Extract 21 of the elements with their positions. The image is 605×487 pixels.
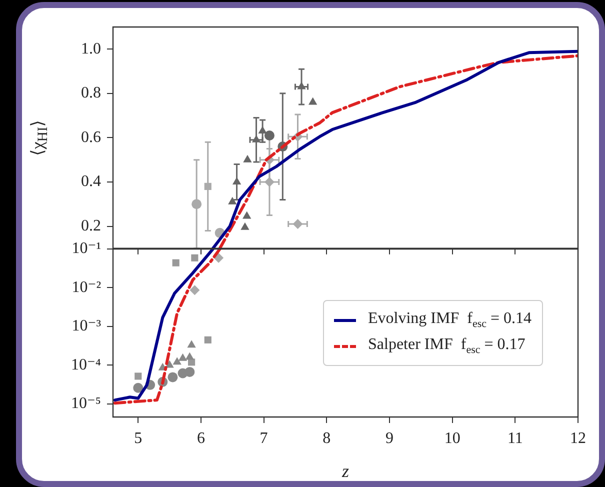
x-tick-label: 8: [322, 430, 331, 447]
x-tick-label: 11: [507, 430, 523, 447]
legend-label: Evolving IMF f$_{esc}$ = 0.14: [368, 310, 532, 330]
x-tick-label: 5: [134, 430, 142, 447]
x-tick-label: 12: [570, 430, 586, 447]
y-tick-label: 0.6: [81, 128, 101, 146]
y-tick-label: 10⁻³: [72, 318, 102, 335]
y-tick-label: 10⁻²: [72, 278, 102, 296]
y-tick-label: 10⁻¹: [72, 240, 102, 258]
x-tick-label: 6: [196, 430, 205, 447]
y-tick-label: 0.2: [81, 217, 101, 234]
x-tick-label: 9: [385, 430, 394, 447]
y-tick-label: 10⁻⁵: [70, 395, 101, 412]
y-tick-label: 0.8: [81, 84, 101, 102]
y-tick-label: 1.0: [81, 40, 101, 58]
y-tick-label: 10⁻⁴: [70, 356, 102, 374]
x-axis-title: z: [340, 460, 350, 481]
x-tick-label: 7: [260, 430, 268, 447]
y-tick-label: 0.4: [81, 173, 101, 190]
x-tick-label: 10: [444, 430, 460, 447]
legend-label: Salpeter IMF f$_{esc}$ = 0.17: [368, 336, 526, 356]
